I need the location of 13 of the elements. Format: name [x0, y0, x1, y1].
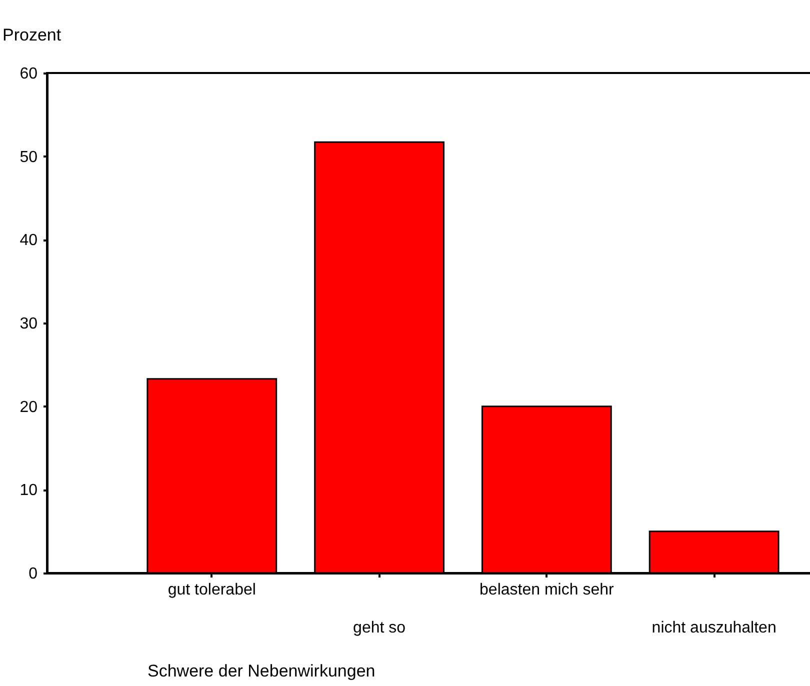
y-tick-label: 10	[20, 482, 38, 500]
x-tick-label: nicht auszuhalten	[652, 620, 776, 636]
y-tick-label: 50	[20, 148, 38, 166]
y-tick-label: 30	[20, 316, 38, 332]
x-tick-label: belasten mich sehr	[480, 582, 614, 598]
y-axis-title: Prozent	[2, 26, 62, 44]
x-tick-label: geht so	[353, 620, 406, 636]
y-tick-label: 20	[20, 398, 38, 416]
y-tick-label: 40	[20, 232, 38, 250]
y-tick-label: 0	[28, 566, 38, 582]
x-tick-label: gut tolerabel	[168, 582, 256, 598]
y-tick-label: 60	[20, 66, 38, 82]
x-axis-title: Schwere der Nebenwirkungen	[148, 662, 376, 680]
